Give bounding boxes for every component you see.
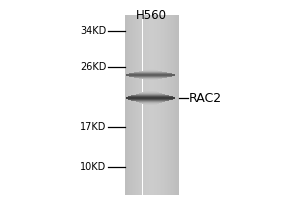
Bar [168, 15, 169, 195]
Bar [176, 15, 177, 195]
Bar [155, 15, 156, 195]
Text: 10KD: 10KD [80, 162, 106, 172]
Bar [163, 15, 164, 195]
Bar [127, 15, 128, 195]
Bar [131, 15, 132, 195]
Bar [167, 15, 168, 195]
Bar [154, 15, 155, 195]
Bar [139, 15, 140, 195]
Bar [134, 15, 135, 195]
Bar [135, 15, 136, 195]
Bar [125, 15, 126, 195]
Bar [172, 15, 173, 195]
Bar [173, 15, 174, 195]
Bar [150, 15, 151, 195]
Bar [145, 15, 146, 195]
Bar [137, 15, 138, 195]
Bar [160, 15, 161, 195]
Bar [129, 15, 130, 195]
Bar [142, 15, 143, 195]
Bar [126, 15, 127, 195]
Bar [158, 15, 159, 195]
Text: RAC2: RAC2 [189, 92, 222, 104]
Text: 17KD: 17KD [80, 122, 106, 132]
Bar [159, 15, 160, 195]
Bar [136, 15, 137, 195]
Bar [160, 15, 161, 195]
Bar [146, 15, 147, 195]
Bar [149, 15, 150, 195]
Bar [164, 15, 165, 195]
Bar [169, 15, 170, 195]
Text: 26KD: 26KD [80, 62, 106, 72]
Text: H560: H560 [136, 9, 167, 22]
Bar [177, 15, 178, 195]
Bar [147, 15, 148, 195]
Bar [140, 15, 141, 195]
Text: 34KD: 34KD [80, 26, 106, 36]
Bar [144, 15, 145, 195]
Bar [152, 15, 153, 195]
Bar [138, 15, 139, 195]
Bar [165, 15, 166, 195]
Bar [174, 15, 175, 195]
Bar [161, 15, 162, 195]
Bar [130, 15, 131, 195]
Bar [133, 15, 134, 195]
Bar [153, 15, 154, 195]
Bar [171, 15, 172, 195]
Bar [162, 15, 163, 195]
Bar [175, 15, 176, 195]
Bar [124, 15, 125, 195]
Bar [166, 15, 167, 195]
Bar [148, 15, 149, 195]
Bar [157, 15, 158, 195]
Bar [141, 15, 142, 195]
Bar [156, 15, 157, 195]
Bar [169, 15, 170, 195]
Bar [170, 15, 171, 195]
Bar [151, 15, 152, 195]
Bar [143, 15, 144, 195]
Bar [132, 15, 133, 195]
Bar [136, 15, 137, 195]
